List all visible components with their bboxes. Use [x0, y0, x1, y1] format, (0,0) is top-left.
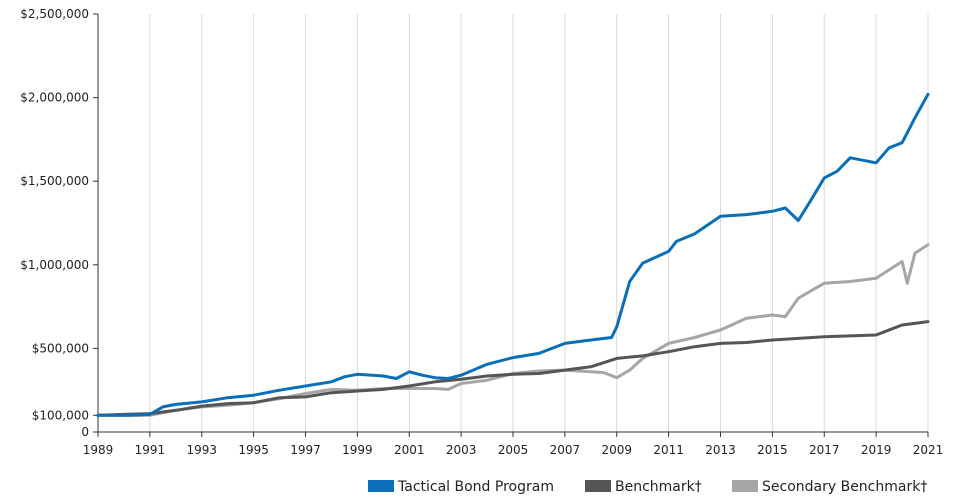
x-tick-label-2013: 2013	[705, 443, 736, 457]
x-tick-label-2009: 2009	[601, 443, 632, 457]
vertical-gridlines	[97, 14, 929, 432]
x-tick-label-2005: 2005	[498, 443, 529, 457]
y-tick-label-2500000: $2,500,000	[20, 7, 89, 21]
y-tick-label-1500000: $1,500,000	[20, 174, 89, 188]
y-axis-tick-labels: 0 $100,000 $500,000 $1,000,000 $1,500,000 $2,…	[20, 7, 98, 439]
legend-label-tactical-bond-program: Tactical Bond Program	[397, 479, 554, 495]
y-tick-label-100000: $100,000	[32, 408, 89, 422]
x-axis-tick-labels: 1989 1991 1993 1995 1997 1999 2001 2003 2005 2007…	[83, 432, 944, 457]
x-tick-label-1993: 1993	[186, 443, 217, 457]
x-tick-label-2021: 2021	[913, 443, 944, 457]
y-tick-label-1000000: $1,000,000	[20, 258, 89, 272]
x-tick-label-2017: 2017	[809, 443, 840, 457]
legend-swatch-tactical-bond-program	[368, 480, 394, 492]
legend: Tactical Bond Program Benchmark† Seconda…	[368, 479, 927, 495]
series-line-tactical-bond-program	[96, 92, 930, 417]
legend-label-benchmark: Benchmark†	[615, 479, 702, 495]
x-tick-label-2015: 2015	[757, 443, 788, 457]
x-tick-label-2003: 2003	[446, 443, 477, 457]
y-tick-label-2000000: $2,000,000	[20, 91, 89, 105]
legend-swatch-benchmark	[585, 480, 611, 492]
x-tick-label-2011: 2011	[653, 443, 684, 457]
y-tick-label-0: 0	[81, 425, 89, 439]
y-tick-label-500000: $500,000	[32, 341, 89, 355]
series-line-benchmark	[96, 320, 930, 417]
legend-swatch-secondary-benchmark	[732, 480, 758, 492]
x-tick-label-1989: 1989	[83, 443, 114, 457]
data-series	[96, 92, 930, 418]
legend-label-secondary-benchmark: Secondary Benchmark†	[762, 479, 927, 495]
x-tick-label-2019: 2019	[861, 443, 892, 457]
x-tick-label-2007: 2007	[550, 443, 581, 457]
x-tick-label-1991: 1991	[135, 443, 166, 457]
x-tick-label-1995: 1995	[238, 443, 269, 457]
x-tick-label-2001: 2001	[394, 443, 425, 457]
x-tick-label-1997: 1997	[290, 443, 321, 457]
x-tick-label-1999: 1999	[342, 443, 373, 457]
